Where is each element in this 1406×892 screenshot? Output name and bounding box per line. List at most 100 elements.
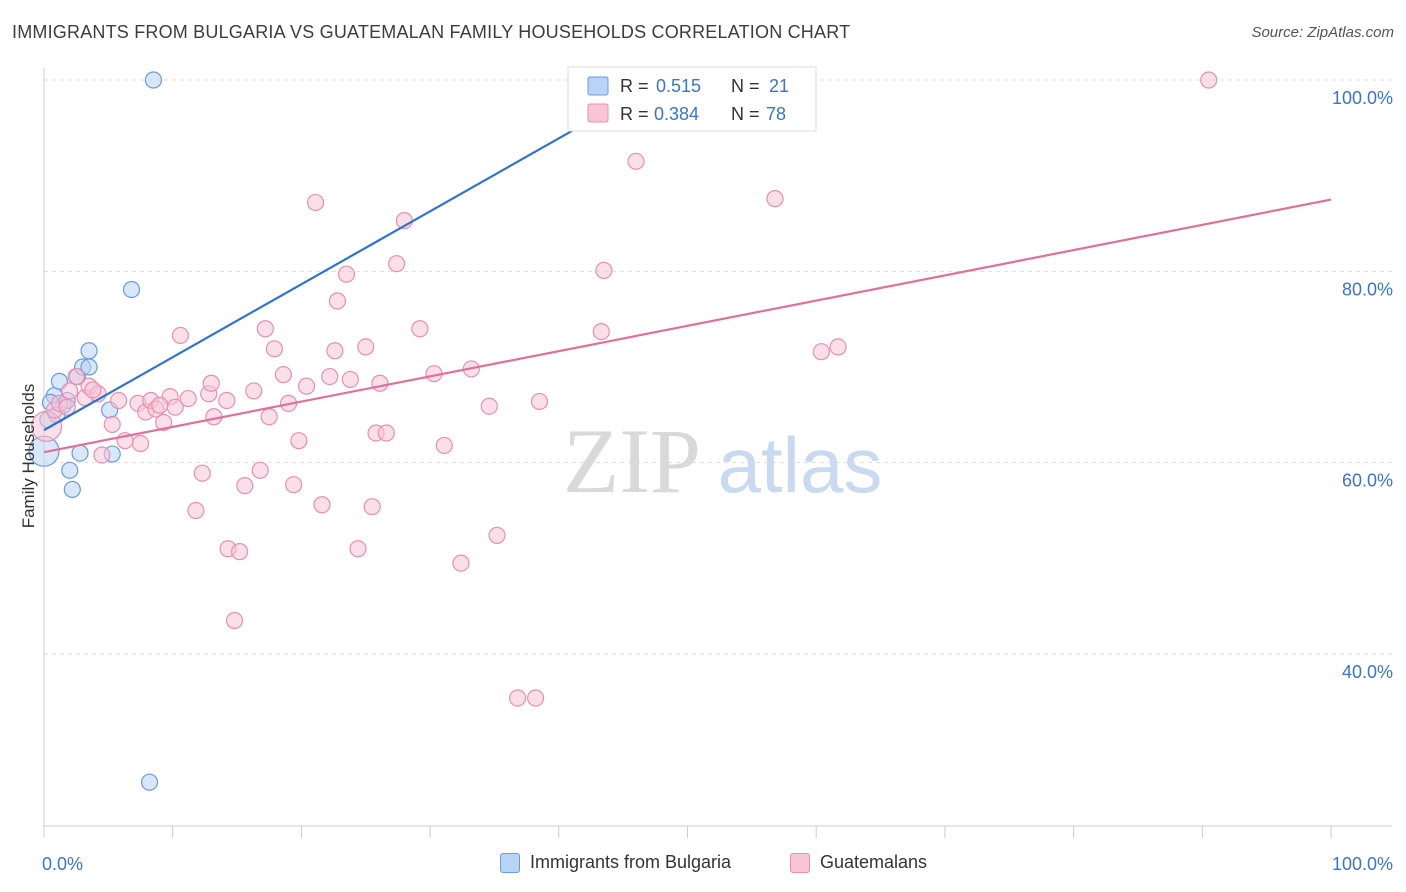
point-guatemalans-60 — [435, 436, 453, 455]
y-tick-label-3: 100.0% — [1332, 88, 1393, 108]
point-guatemalans-38 — [274, 366, 292, 384]
legend-guatemalans-swatch — [790, 852, 810, 873]
legend-blue-swatch — [587, 76, 609, 96]
legend-bulgaria-swatch — [500, 852, 520, 873]
point-guatemalans-41 — [290, 432, 308, 450]
point-guatemalans-66 — [527, 689, 545, 707]
point-guatemalans-58 — [411, 320, 429, 338]
point-guatemalans-36 — [260, 408, 278, 426]
point-guatemalans-52 — [363, 498, 381, 516]
point-guatemalans-10 — [103, 415, 121, 433]
point-guatemalans-64 — [488, 526, 506, 544]
legend-top: R = 0.515 N = 21 R = 0.384 N = 78 — [567, 66, 817, 132]
point-guatemalans-37 — [265, 340, 283, 358]
point-guatemalans-5 — [67, 367, 85, 386]
x-tick-label-0: 0.0% — [42, 854, 83, 874]
point-guatemalans-48 — [337, 265, 356, 283]
y-tick-label-2: 80.0% — [1342, 279, 1393, 299]
point-guatemalans-50 — [349, 540, 367, 558]
point-guatemalans-55 — [377, 424, 395, 442]
legend-blue-n-value: 21 — [769, 76, 789, 96]
points-layer — [28, 71, 1218, 791]
legend-box — [567, 66, 817, 132]
point-guatemalans-76 — [84, 381, 102, 399]
legend-pink-r-label: R = — [620, 104, 649, 124]
point-guatemalans-49 — [341, 370, 359, 389]
point-bulgaria-15 — [122, 280, 141, 299]
point-guatemalans-51 — [357, 338, 375, 356]
point-guatemalans-24 — [193, 464, 211, 482]
point-guatemalans-35 — [256, 320, 274, 338]
source-label: Source: ZipAtlas.com — [1251, 24, 1394, 41]
trend-line-guatemalans — [43, 198, 1332, 454]
point-guatemalans-21 — [171, 326, 190, 345]
point-guatemalans-31 — [231, 543, 249, 561]
point-guatemalans-42 — [297, 377, 316, 395]
point-guatemalans-68 — [592, 323, 610, 341]
y-tick-label-0: 40.0% — [1342, 662, 1393, 682]
chart-title: IMMIGRANTS FROM BULGARIA VS GUATEMALAN F… — [12, 22, 851, 42]
point-guatemalans-23 — [187, 501, 205, 520]
y-tick-label-1: 60.0% — [1342, 471, 1393, 491]
point-guatemalans-28 — [218, 391, 236, 410]
point-guatemalans-65 — [509, 689, 527, 707]
point-guatemalans-18 — [155, 413, 173, 432]
point-bulgaria-9 — [71, 444, 89, 462]
point-guatemalans-34 — [251, 461, 269, 479]
point-guatemalans-47 — [328, 292, 347, 310]
legend-pink-r-value: 0.384 — [654, 104, 699, 124]
point-bulgaria-7 — [63, 480, 81, 499]
legend-pink-n-label: N = — [731, 104, 760, 124]
point-guatemalans-63 — [480, 397, 498, 415]
legend-bottom: Immigrants from Bulgaria Guatemalans — [0, 852, 1406, 878]
point-guatemalans-75 — [1200, 71, 1218, 89]
point-guatemalans-46 — [326, 342, 344, 360]
legend-pink-swatch — [587, 103, 609, 123]
point-guatemalans-11 — [110, 391, 128, 410]
point-guatemalans-70 — [627, 152, 645, 170]
point-guatemalans-40 — [285, 476, 303, 494]
point-guatemalans-30 — [225, 611, 244, 630]
point-bulgaria-17 — [144, 71, 162, 89]
point-guatemalans-69 — [595, 261, 613, 279]
watermark-atlas: atlas — [718, 421, 883, 509]
trend-line-bulgaria — [43, 79, 663, 432]
point-guatemalans-33 — [245, 382, 263, 400]
point-guatemalans-67 — [530, 392, 549, 411]
point-guatemalans-22 — [179, 389, 197, 408]
legend-pink-n-value: 78 — [766, 104, 786, 124]
point-guatemalans-26 — [202, 374, 220, 392]
legend-item-bulgaria: Immigrants from Bulgaria — [500, 852, 731, 873]
point-guatemalans-9 — [93, 446, 111, 464]
point-guatemalans-56 — [388, 255, 406, 273]
legend-guatemalans-label: Guatemalans — [820, 852, 928, 872]
point-guatemalans-3 — [58, 398, 76, 416]
point-guatemalans-74 — [829, 338, 847, 356]
legend-blue-n-label: N = — [731, 76, 760, 96]
point-guatemalans-4 — [61, 382, 79, 400]
point-guatemalans-54 — [371, 374, 389, 392]
point-guatemalans-32 — [236, 477, 254, 495]
legend-item-guatemalans: Guatemalans — [790, 852, 927, 873]
point-guatemalans-44 — [313, 496, 331, 514]
point-guatemalans-77 — [151, 396, 169, 414]
legend-blue-r-label: R = — [620, 76, 649, 96]
point-guatemalans-43 — [306, 193, 325, 212]
point-bulgaria-6 — [61, 461, 79, 479]
point-guatemalans-73 — [812, 343, 830, 361]
watermark: ZIP atlas — [563, 410, 882, 512]
point-bulgaria-16 — [140, 773, 159, 791]
point-guatemalans-45 — [321, 367, 339, 386]
point-guatemalans-71 — [766, 190, 784, 208]
trend-layer — [43, 79, 1332, 454]
point-guatemalans-61 — [452, 554, 470, 572]
grid-layer — [44, 79, 1392, 655]
legend-blue-r-value: 0.515 — [656, 76, 701, 96]
x-tick-label-1: 100.0% — [1332, 854, 1393, 874]
point-bulgaria-12 — [80, 342, 98, 360]
legend-bulgaria-label: Immigrants from Bulgaria — [530, 852, 732, 872]
tick-labels: 40.0% 60.0% 80.0% 100.0% 0.0% 100.0% — [42, 88, 1393, 874]
y-axis-label: Family Households — [19, 384, 38, 529]
watermark-zip: ZIP — [563, 410, 701, 512]
